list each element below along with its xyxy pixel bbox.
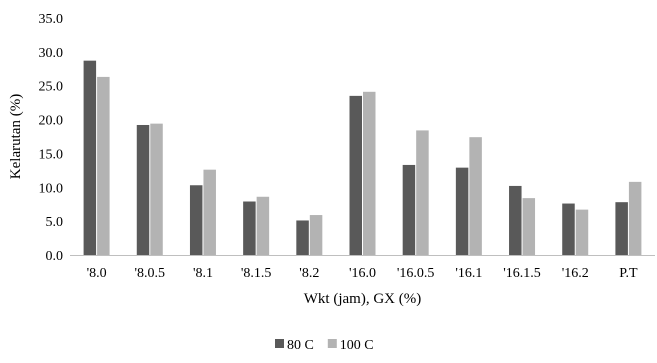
bar [309, 215, 323, 255]
legend-swatch [327, 339, 337, 348]
bar [189, 185, 203, 255]
x-tick-label: '16.0.5 [397, 266, 435, 281]
y-tick-label: 10.0 [39, 181, 64, 196]
bar [615, 202, 628, 255]
y-tick-label: 5.0 [46, 215, 64, 230]
x-tick-label: '8.1 [193, 266, 213, 281]
y-tick-label: 35.0 [39, 12, 64, 27]
bar [256, 196, 270, 255]
x-tick-label: '8.1.5 [241, 266, 272, 281]
bar [562, 203, 575, 255]
bar [575, 209, 589, 255]
x-tick-label: '16.1.5 [503, 266, 541, 281]
bar [509, 185, 522, 255]
x-tick-label: '16.2 [562, 266, 589, 281]
bar [83, 60, 97, 255]
x-tick-label: '8.0 [87, 266, 107, 281]
bar [628, 181, 642, 255]
x-tick-label: '16.0 [349, 266, 376, 281]
x-tick-label: '8.0.5 [135, 266, 166, 281]
bar [455, 167, 469, 255]
x-tick-label: '16.1 [455, 266, 482, 281]
legend: 80 C 100 C [275, 338, 374, 353]
legend-label: 100 C [340, 338, 374, 353]
x-tick-label: P.T [619, 266, 638, 281]
bars [83, 60, 642, 256]
bar [296, 220, 309, 255]
bar [150, 123, 163, 256]
y-tick-label: 25.0 [39, 80, 64, 95]
y-tick-label: 0.0 [46, 249, 64, 264]
bar [363, 91, 376, 256]
legend-swatch [275, 339, 284, 348]
bar [416, 130, 429, 255]
bar [97, 76, 110, 255]
y-tick-label: 20.0 [39, 114, 64, 129]
bar [402, 164, 416, 255]
legend-label: 80 C [287, 338, 314, 353]
y-tick-label: 15.0 [39, 147, 64, 162]
bar [349, 95, 362, 255]
bar [469, 137, 482, 255]
x-tick-label: '8.2 [299, 266, 319, 281]
bar [522, 198, 536, 255]
x-axis-title: Wkt (jam), GX (%) [304, 291, 421, 307]
bar [136, 124, 150, 255]
x-axis-ticks: '8.0 '8.0.5 '8.1 '8.1.5 '8.2 '16.0 '16.0.5 '16.… [87, 266, 638, 281]
y-tick-label: 30.0 [39, 46, 64, 61]
y-axis-ticks: 0.0 5.0 10.0 15.0 20.0 25.0 30.0 35.0 [39, 12, 64, 264]
bar [203, 169, 216, 255]
y-axis-title: Kelarutan (%) [8, 94, 24, 179]
bar [243, 201, 256, 255]
